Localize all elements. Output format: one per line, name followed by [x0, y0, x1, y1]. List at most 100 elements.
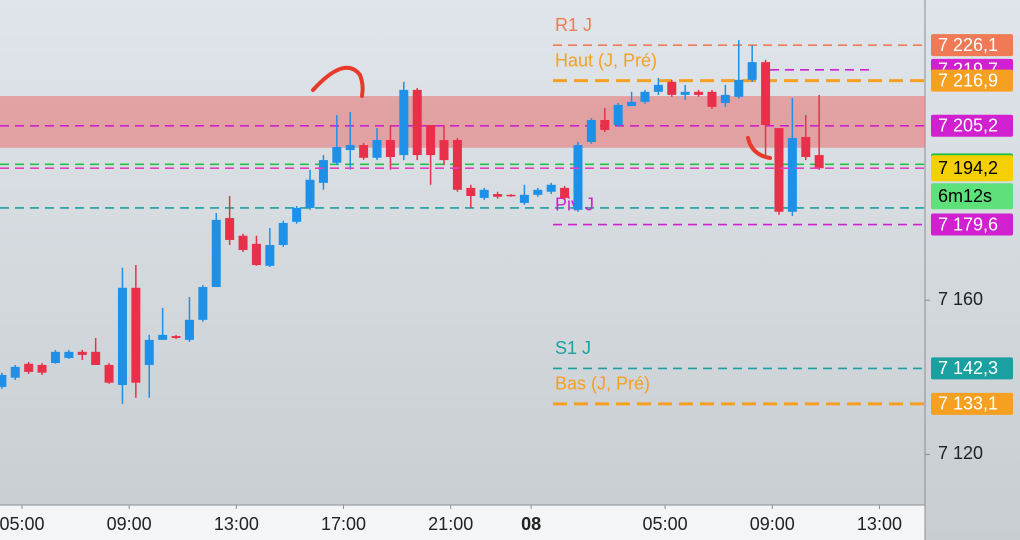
level-price-label: 7 133,1	[938, 394, 998, 414]
candle-body	[613, 104, 623, 125]
drawing-arc	[746, 136, 772, 160]
candle-body	[680, 91, 690, 95]
level-price-box	[931, 69, 1013, 92]
drawing-arc	[311, 65, 365, 98]
candle-body	[117, 287, 127, 386]
candle-body	[184, 319, 194, 340]
candle-body	[251, 243, 261, 266]
candle-body	[225, 217, 235, 240]
candle-body	[814, 155, 824, 169]
candle-body	[171, 336, 181, 338]
level-price-label: 7 142,3	[938, 358, 998, 378]
last-price-label: 7 194,2	[938, 158, 998, 178]
level-price-box	[931, 392, 1013, 415]
candle-body	[694, 91, 704, 95]
candle-body	[305, 179, 315, 208]
candle-body	[198, 287, 208, 320]
candle-body	[0, 374, 7, 387]
candle-body	[720, 94, 730, 104]
candle-body	[265, 244, 275, 266]
candle-body	[761, 62, 771, 125]
candle-body	[372, 140, 382, 158]
candle-body	[627, 101, 637, 107]
candle-body	[238, 235, 248, 250]
x-tick-label: 09:00	[750, 514, 795, 534]
candle-body	[131, 287, 141, 383]
y-tick-label: 7 120	[938, 443, 983, 463]
level-price-label: 7 226,1	[938, 35, 998, 55]
candle-body	[586, 119, 596, 142]
candle-body	[787, 138, 797, 212]
candle-body	[774, 128, 784, 212]
y-tick-label: 7 160	[938, 289, 983, 309]
candle-body	[466, 187, 476, 196]
time-axis-panel	[0, 505, 925, 540]
candle-body	[104, 364, 114, 383]
x-tick-label: 09:00	[107, 514, 152, 534]
level-label: S1 J	[555, 338, 591, 358]
candle-body	[667, 81, 677, 95]
candle-body	[412, 89, 422, 156]
candle-body	[452, 140, 462, 190]
x-tick-label: 13:00	[214, 514, 259, 534]
candle-body	[533, 189, 543, 195]
x-tick-label: 05:00	[0, 514, 44, 534]
x-tick-label: 17:00	[321, 514, 366, 534]
level-price-box	[931, 34, 1013, 57]
level-price-box	[931, 357, 1013, 380]
candle-body	[439, 140, 449, 161]
candle-body	[144, 339, 154, 365]
candle-body	[50, 351, 60, 364]
candle-body	[493, 194, 503, 197]
candle-body	[640, 91, 650, 102]
x-tick-label: 21:00	[428, 514, 473, 534]
countdown-label: 6m12s	[938, 186, 992, 206]
level-price-label: 7 216,9	[938, 70, 998, 90]
x-tick-label: 08	[521, 514, 541, 534]
candle-body	[345, 145, 355, 151]
candle-body	[158, 334, 168, 340]
candle-body	[707, 91, 717, 107]
candle-body	[385, 140, 395, 158]
last-price-box	[931, 155, 1013, 182]
candle-body	[211, 219, 221, 288]
level-price-box	[931, 114, 1013, 137]
candle-body	[318, 160, 328, 183]
candle-body	[426, 124, 436, 156]
candle-body	[573, 145, 583, 210]
candle-body	[801, 136, 811, 158]
candle-body	[278, 222, 288, 245]
candle-body	[600, 119, 610, 131]
candle-body	[37, 364, 47, 373]
candle-body	[292, 207, 302, 222]
candle-body	[91, 351, 101, 365]
candle-body	[519, 194, 529, 203]
candle-body	[479, 189, 489, 198]
candle-body	[359, 145, 369, 158]
candle-body	[24, 363, 34, 372]
level-price-label: 7 179,6	[938, 214, 998, 234]
zone	[0, 96, 925, 148]
candle-body	[64, 351, 74, 359]
candle-body	[734, 79, 744, 97]
candle-body	[399, 89, 409, 156]
level-price-label: 7 205,2	[938, 116, 998, 136]
candle-body	[506, 194, 516, 197]
candle-body	[560, 187, 570, 198]
candle-body	[332, 146, 342, 163]
candle-body	[77, 351, 87, 355]
x-tick-label: 13:00	[857, 514, 902, 534]
candle-body	[10, 366, 20, 378]
candle-body	[747, 62, 757, 80]
countdown-box	[931, 183, 1013, 210]
level-label: R1 J	[555, 15, 592, 35]
level-price-box	[931, 213, 1013, 236]
level-label: Bas (J, Pré)	[555, 374, 650, 394]
candle-body	[653, 84, 663, 92]
candle-body	[546, 184, 556, 192]
